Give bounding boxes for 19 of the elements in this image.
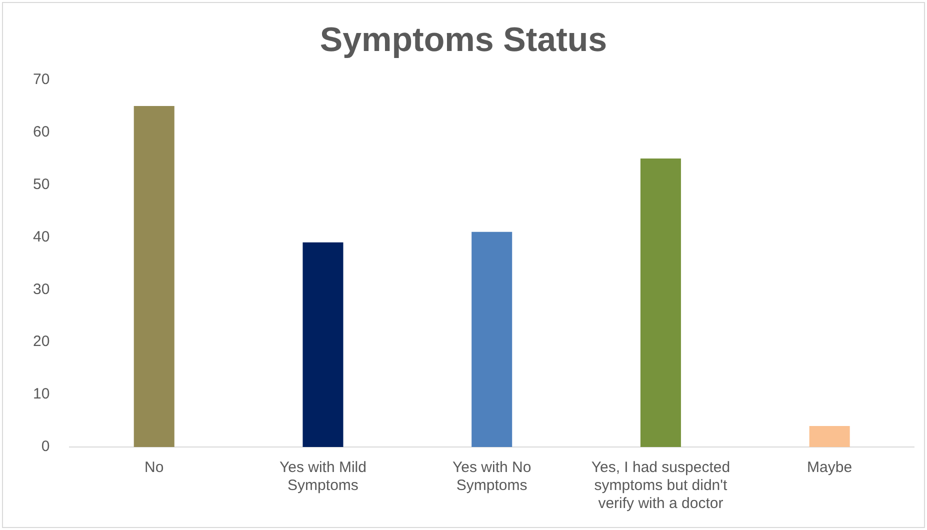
y-tick-label: 30 bbox=[32, 280, 50, 298]
bar bbox=[809, 426, 850, 447]
x-tick-label: Maybe bbox=[807, 459, 852, 476]
x-tick-label: Yes, I had suspected symptoms but didn't verify with a doctor bbox=[591, 459, 730, 512]
bar bbox=[640, 158, 681, 447]
y-tick-label: 40 bbox=[32, 228, 50, 246]
y-tick-label: 60 bbox=[32, 123, 50, 140]
x-tick-label: Yes with Mild Symptoms bbox=[279, 459, 366, 494]
y-tick-label: 50 bbox=[32, 176, 50, 193]
chart-title: Symptoms Status bbox=[320, 20, 608, 59]
y-tick-label: 70 bbox=[32, 70, 50, 88]
y-tick-label: 10 bbox=[32, 386, 50, 403]
x-tick-label: Yes with No Symptoms bbox=[452, 459, 532, 494]
y-tick-label: 20 bbox=[32, 333, 50, 350]
bar bbox=[134, 106, 174, 447]
y-tick-label: 0 bbox=[41, 438, 50, 456]
x-tick-label: No bbox=[144, 459, 164, 476]
bar bbox=[302, 242, 344, 447]
bar bbox=[472, 232, 512, 447]
